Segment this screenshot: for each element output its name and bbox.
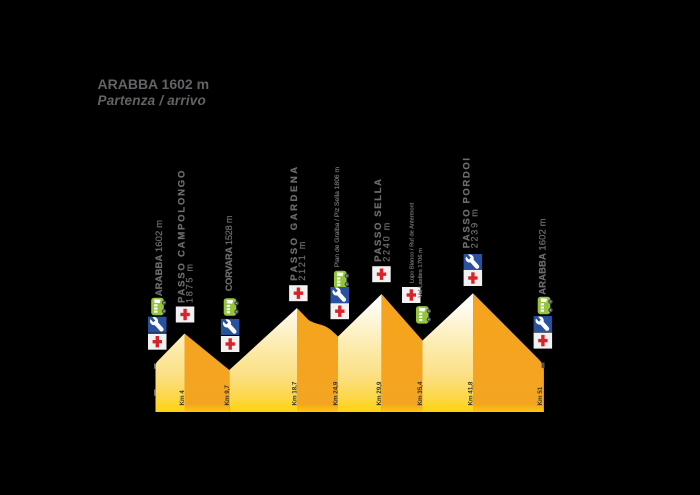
svg-text:Partenza / arrivo: Partenza / arrivo — [98, 93, 206, 108]
svg-text:2240 m: 2240 m — [382, 221, 392, 262]
svg-text:Km 35,4: Km 35,4 — [417, 381, 424, 405]
svg-text:ARABBA 1602 m: ARABBA 1602 m — [98, 76, 210, 92]
svg-text:Km 24,9: Km 24,9 — [333, 381, 340, 405]
svg-text:PASSO SELLA: PASSO SELLA — [373, 177, 384, 261]
svg-text:Km 4: Km 4 — [179, 390, 186, 406]
svg-text:2239 m: 2239 m — [470, 207, 480, 248]
svg-text:PASSO CAMPOLONGO: PASSO CAMPOLONGO — [176, 169, 187, 303]
svg-text:ARABBA 1602 m: ARABBA 1602 m — [538, 218, 549, 294]
svg-text:Plan de Gralba / Piz Sella 180: Plan de Gralba / Piz Sella 1806 m — [334, 167, 341, 268]
svg-text:PASSO PORDOI: PASSO PORDOI — [462, 156, 473, 248]
svg-text:PASSO GARDENA: PASSO GARDENA — [289, 164, 300, 280]
svg-text:Km 18,7: Km 18,7 — [292, 381, 299, 405]
svg-text:Val Lasties 1706 m: Val Lasties 1706 m — [418, 248, 424, 298]
svg-text:2121 m: 2121 m — [297, 240, 307, 281]
svg-text:ARABBA 1602 m: ARABBA 1602 m — [154, 220, 165, 296]
svg-text:Km 41,8: Km 41,8 — [468, 381, 475, 405]
svg-text:Lupo Bianco / Ruf de Antermont: Lupo Bianco / Ruf de Antermont — [410, 202, 416, 283]
svg-text:Km 9,7: Km 9,7 — [224, 385, 231, 406]
svg-text:CORVARA 1528 m: CORVARA 1528 m — [224, 215, 234, 291]
svg-text:Km 29,9: Km 29,9 — [376, 381, 383, 405]
svg-text:1875 m: 1875 m — [184, 262, 194, 303]
svg-text:Km 51: Km 51 — [537, 386, 544, 405]
